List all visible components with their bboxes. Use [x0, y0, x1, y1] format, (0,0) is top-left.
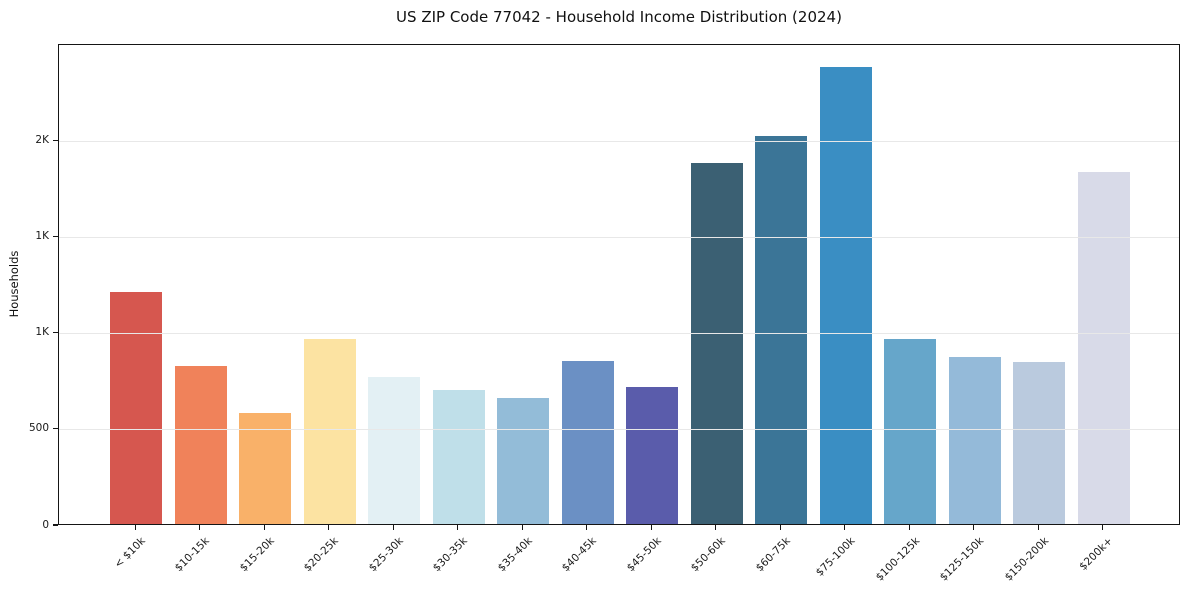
x-tick-mark [715, 525, 717, 530]
y-tick-label: 500 [28, 422, 49, 435]
y-tick-label: 2K [35, 133, 49, 146]
x-axis-labels: < $10k $10-15k $15-20k $20-25k $25-30k $30-35… [112, 535, 1116, 584]
chart-title: US ZIP Code 77042 - Household Income Dis… [396, 8, 842, 26]
bar-$30-35k [432, 390, 485, 524]
bar-$125-150k [948, 356, 1001, 524]
x-tick-mark [844, 525, 846, 530]
y-tick-mark [53, 235, 58, 238]
bar-$200k+ [1077, 171, 1130, 524]
bar-$150-200k [1013, 362, 1066, 524]
y-tick-label: 1K [35, 229, 49, 242]
gridline [59, 140, 1179, 142]
bar-$45-50k [626, 387, 679, 524]
x-tick-mark [973, 525, 975, 530]
y-tick-mark [53, 428, 58, 430]
x-tick-mark [650, 525, 652, 530]
bars-layer [59, 45, 1179, 524]
bar-$10-15k [174, 366, 227, 524]
x-tick-mark [1037, 525, 1039, 530]
bar-$15-20k [239, 413, 292, 524]
x-tick-mark [199, 525, 201, 530]
x-tick-mark [392, 525, 394, 530]
gridline [59, 429, 1179, 431]
bar-$50-60k [690, 163, 743, 524]
bar-$25-30k [368, 376, 421, 524]
y-tick-mark [53, 524, 58, 526]
x-tick-mark [457, 525, 459, 530]
plot-area [58, 44, 1180, 525]
x-tick-mark [328, 525, 330, 530]
bar-$35-40k [497, 397, 550, 524]
bar-$75-100k [819, 67, 872, 524]
bar-< $10k [110, 292, 163, 524]
bar-$40-45k [561, 361, 614, 524]
x-tick-mark [263, 525, 265, 530]
y-tick-label: 1K [35, 326, 49, 339]
x-tick-mark [908, 525, 910, 530]
gridline [59, 333, 1179, 335]
bar-$100-125k [884, 339, 937, 524]
bar-$60-75k [755, 136, 808, 524]
x-tick-mark [521, 525, 523, 530]
bar-$20-25k [303, 339, 356, 524]
x-tick-mark [779, 525, 781, 530]
y-axis-label: Households [7, 250, 21, 318]
y-tick-mark [53, 332, 58, 334]
x-tick-mark [586, 525, 588, 530]
x-tick-mark [1102, 525, 1104, 530]
x-tick-mark [134, 525, 136, 530]
y-tick-mark [53, 139, 58, 141]
y-tick-label: 0 [42, 518, 49, 531]
gridline [59, 236, 1179, 238]
